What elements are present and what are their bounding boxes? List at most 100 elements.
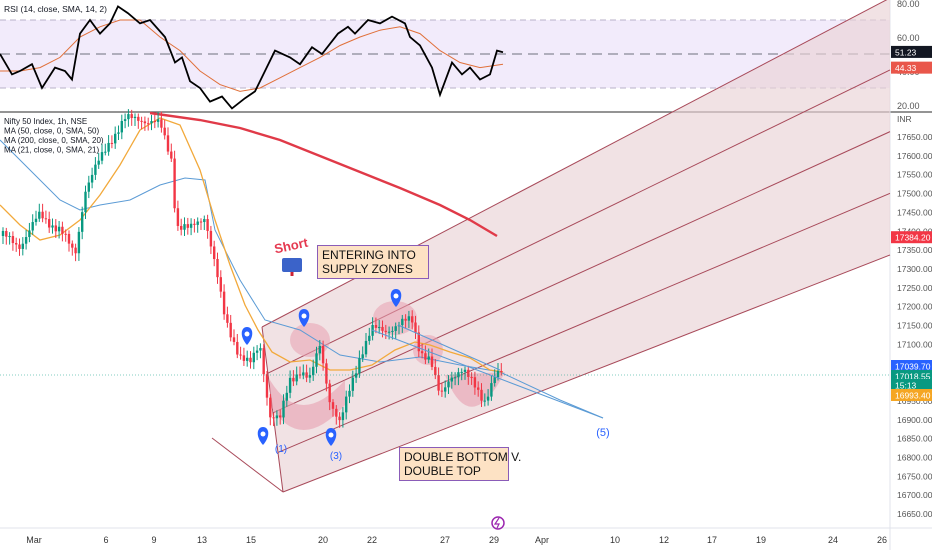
- candle-body: [467, 369, 470, 377]
- trend-line-5: [371, 329, 604, 419]
- candle-body: [292, 377, 295, 382]
- candle-body: [61, 226, 64, 234]
- candle-body: [249, 357, 252, 363]
- candle-body: [328, 383, 331, 403]
- candle-body: [381, 326, 384, 331]
- last-price-tag-text: 17018.55: [895, 372, 931, 382]
- candle-body: [21, 243, 24, 249]
- time-axis-label: Apr: [535, 535, 549, 545]
- candle-body: [295, 374, 298, 382]
- candle-body: [114, 133, 117, 144]
- short-sticker: Short: [273, 235, 310, 276]
- pin-dot: [328, 432, 334, 438]
- channel-line: [267, 69, 891, 374]
- candle-body: [364, 340, 368, 355]
- candle-body: [444, 387, 447, 392]
- candle-body: [8, 236, 11, 238]
- time-axis-label: 26: [877, 535, 887, 545]
- candle-body: [282, 400, 285, 418]
- candle-body: [255, 350, 259, 353]
- candle-body: [486, 396, 490, 401]
- candle-body: [345, 396, 348, 413]
- candle-body: [24, 237, 28, 244]
- candle-body: [120, 120, 123, 133]
- price-axis-label: 17450.00: [897, 207, 932, 217]
- price-legend-entry: Nifty 50 Index, 1h, NSE: [4, 117, 87, 126]
- candle-body: [470, 376, 473, 378]
- channel-line: [282, 254, 891, 493]
- candle-body: [493, 377, 496, 384]
- candle-body: [500, 370, 503, 372]
- candle-body: [173, 158, 176, 209]
- candle-body: [275, 415, 279, 419]
- candle-body: [38, 211, 41, 219]
- candle-body: [480, 389, 483, 401]
- candle-body: [67, 233, 71, 244]
- candle-body: [354, 373, 358, 378]
- candle-body: [15, 243, 18, 245]
- trend-line-top: [397, 324, 501, 371]
- candle-body: [44, 218, 48, 220]
- candle-body: [153, 121, 156, 123]
- ma-21-tag-bg: [891, 389, 932, 401]
- price-axis-label: 17200.00: [897, 302, 932, 312]
- candle-body: [104, 151, 107, 153]
- time-axis-label: 15: [246, 535, 256, 545]
- candle-body: [496, 370, 500, 378]
- price-axis-label: 17150.00: [897, 321, 932, 331]
- candle-body: [351, 377, 354, 391]
- candle-body: [483, 400, 486, 402]
- candle-body: [358, 358, 361, 374]
- candle-body: [384, 330, 387, 332]
- candle-body: [232, 337, 236, 342]
- candle-body: [252, 352, 255, 363]
- candle-body: [64, 233, 67, 235]
- price-legend-entry: MA (200, close, 0, SMA, 20): [4, 136, 104, 145]
- rsi-sma-tag-bg: [891, 61, 932, 74]
- candle-body: [160, 119, 163, 128]
- channel-line: [277, 192, 891, 453]
- price-axis-label: 17350.00: [897, 245, 932, 255]
- candle-body: [140, 120, 143, 122]
- candle-body: [246, 357, 249, 361]
- annotation-supply-zones[interactable]: ENTERING INTO SUPPLY ZONES: [317, 245, 429, 279]
- emblem-icon: [491, 516, 505, 530]
- candle-body: [312, 366, 315, 376]
- rsi-sma-tag: 44.33: [891, 61, 932, 74]
- candle-body: [186, 224, 189, 228]
- candle-body: [285, 392, 288, 401]
- time-axis-label: 20: [318, 535, 328, 545]
- candle-body: [110, 142, 114, 144]
- candle-body: [361, 354, 364, 359]
- candle-body: [417, 332, 420, 352]
- candle-body: [77, 231, 81, 254]
- pins: [241, 289, 402, 446]
- candle-body: [94, 164, 97, 175]
- candle-body: [18, 244, 21, 249]
- time-axis: Mar 6 9 13 15 20 22 27 29 Apr 10 12 17 19 24 26: [26, 535, 887, 545]
- price-axis-label: 16650.00: [897, 509, 932, 519]
- ma-21-line: [0, 117, 504, 373]
- candle-body: [450, 377, 453, 382]
- candle-body: [57, 226, 61, 232]
- rsi-sma-tag-text: 44.33: [895, 63, 917, 73]
- candle-body: [123, 119, 127, 121]
- price-axis-label: 17250.00: [897, 283, 932, 293]
- annotation-double-line-2: DOUBLE TOP: [404, 464, 481, 478]
- candle-body: [34, 218, 38, 223]
- annotation-double-pattern[interactable]: DOUBLE BOTTOM V. DOUBLE TOP: [399, 447, 521, 481]
- candle-body: [477, 387, 480, 390]
- candle-body: [430, 356, 434, 367]
- candle-body: [143, 121, 147, 124]
- candle-body: [325, 363, 328, 384]
- candle-body: [335, 408, 338, 417]
- candle-body: [203, 219, 206, 223]
- candlesticks: [1, 109, 503, 428]
- candle-body: [265, 374, 269, 398]
- time-axis-label: 27: [440, 535, 450, 545]
- candle-body: [180, 225, 183, 230]
- ma-200-tag-bg: [891, 231, 932, 244]
- ma-50-tag: 17039.70: [891, 360, 932, 372]
- candle-body: [427, 356, 430, 360]
- time-axis-label: 9: [151, 535, 156, 545]
